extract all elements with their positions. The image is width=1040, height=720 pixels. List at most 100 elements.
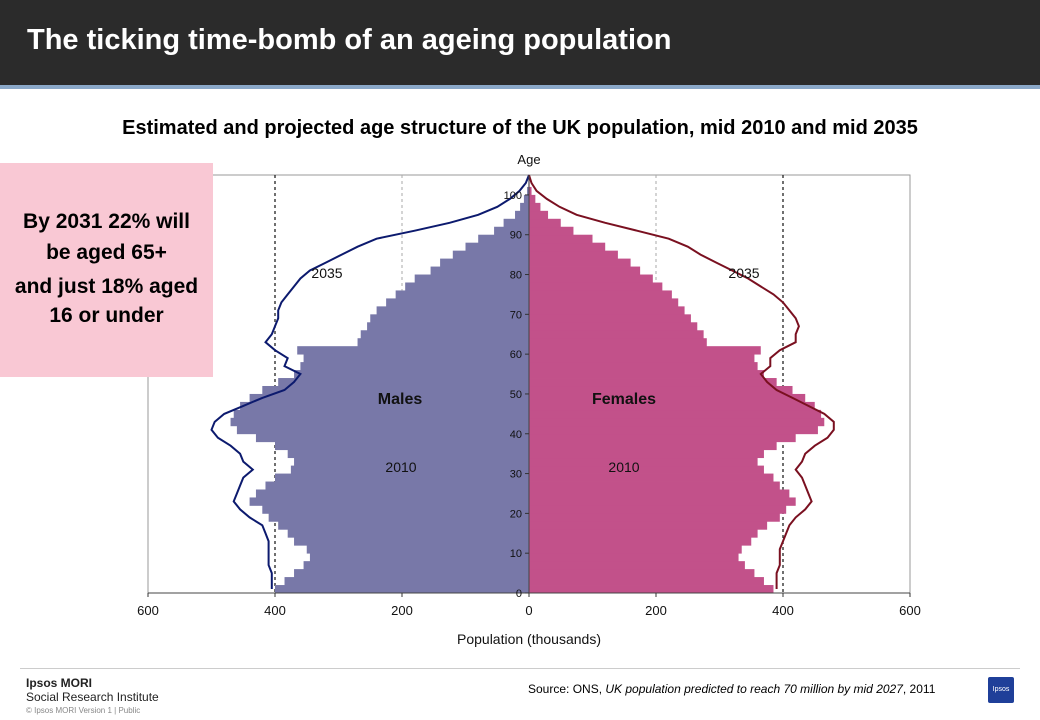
female-2010-bar [529, 393, 806, 403]
y-tick-label: 20 [510, 508, 522, 520]
female-2010-bar [529, 346, 761, 355]
source-suffix: , 2011 [902, 682, 936, 696]
y-axis-label: Age [517, 152, 540, 167]
female-2010-bar [529, 362, 758, 371]
female-2010-bar [529, 577, 764, 586]
female-2010-bar [529, 489, 790, 498]
male-2010-bar [300, 362, 529, 371]
x-tick-label: 400 [772, 603, 794, 618]
male-2010-bar [275, 473, 529, 482]
chart-title: Estimated and projected age structure of… [122, 117, 918, 139]
y-tick-label: 50 [510, 389, 522, 401]
male-2010-bar [294, 370, 529, 379]
male-2010-bar [357, 338, 529, 347]
male-2010-bar [275, 585, 529, 594]
brand-subtitle: Social Research Institute [26, 690, 159, 704]
female-2010-bar [529, 409, 822, 419]
male-2010-bar [503, 218, 529, 228]
male-2010-bar [294, 569, 529, 578]
male-2010-bar [268, 513, 529, 522]
y-tick-label: 60 [510, 349, 522, 361]
male-2010-bar [290, 465, 529, 474]
female-2010-bar [529, 529, 758, 538]
brand-name: Ipsos MORI [26, 676, 93, 690]
male-2010-bar [255, 433, 529, 443]
female-2010-bar [529, 218, 561, 228]
x-axis-label: Population (thousands) [457, 631, 601, 647]
male-2010-bar [262, 505, 529, 514]
female-2010-bar [529, 250, 618, 259]
female-2010-bar [529, 194, 536, 204]
female-2010-bar [529, 537, 752, 546]
male-2010-bar [478, 234, 529, 244]
year-2035-right-label: 2035 [728, 265, 759, 281]
male-2010-bar [395, 290, 529, 299]
female-2010-bar [529, 561, 745, 570]
y-tick-label: 30 [510, 469, 522, 481]
y-tick-label: 40 [510, 429, 522, 441]
version-text: © Ipsos MORI Version 1 | Public [26, 706, 141, 715]
female-2010-bar [529, 545, 742, 554]
ipsos-logo: Ipsos [988, 677, 1014, 703]
male-2010-bar [233, 409, 529, 419]
female-2010-bar [529, 553, 739, 562]
female-2010-bar [529, 569, 755, 578]
y-tick-label: 80 [510, 270, 522, 282]
callout-line-1: By 2031 22% will [23, 210, 190, 233]
male-2010-bar [520, 202, 529, 212]
female-2010-bar [529, 322, 698, 331]
female-2010-bar [529, 585, 774, 594]
male-2010-bar [294, 537, 529, 546]
male-2010-bar [240, 401, 529, 411]
y-tick-label: 90 [510, 230, 522, 242]
male-2010-bar [230, 417, 530, 427]
callout-line-2: be aged 65+ [46, 241, 167, 264]
callout-box: By 2031 22% will be aged 65+ and just 18… [0, 163, 213, 377]
year-2035-left-label: 2035 [311, 265, 342, 281]
female-2010-bar [529, 258, 631, 267]
female-2010-bar [529, 202, 541, 212]
female-2010-bar [529, 338, 707, 347]
x-tick-label: 0 [525, 603, 532, 618]
page-title: The ticking time-bomb of an ageing popul… [27, 24, 672, 56]
male-2035-line [210, 174, 530, 589]
y-tick-label: 10 [510, 548, 522, 560]
source-note: Source: ONS, UK population predicted to … [528, 682, 935, 696]
female-2010-bar [529, 505, 787, 514]
female-2010-bar [529, 425, 818, 435]
x-tick-label: 600 [137, 603, 159, 618]
female-2010-bar [529, 314, 691, 323]
male-2010-bar [414, 274, 529, 283]
female-2010-bar [529, 481, 780, 490]
male-2010-bar [376, 306, 529, 315]
female-2010-bar [529, 385, 793, 395]
male-2010-bar [255, 489, 529, 498]
male-2010-bar [367, 322, 529, 331]
female-2010-bar [529, 378, 777, 387]
male-2010-bar [275, 441, 529, 451]
female-2010-bar [529, 513, 780, 522]
female-2010-bar [529, 465, 764, 474]
year-2010-left-label: 2010 [385, 459, 416, 475]
female-2035-line [528, 174, 835, 589]
y-tick-label: 0 [516, 588, 522, 600]
female-2010-bar [529, 473, 774, 482]
female-2010-bar [529, 330, 704, 339]
male-2010-bar [306, 545, 529, 554]
female-2010-bar [529, 290, 672, 299]
footer-divider [20, 668, 1020, 669]
female-2010-bar [529, 401, 815, 411]
male-2010-bar [287, 529, 529, 538]
female-2010-bar [529, 186, 532, 196]
male-2010-bar [303, 561, 529, 570]
source-title: UK population predicted to reach 70 mill… [605, 682, 903, 696]
source-prefix: Source: ONS, [528, 682, 606, 696]
male-2010-bar [236, 425, 529, 435]
male-2010-bar [278, 378, 529, 387]
female-2010-bar [529, 298, 679, 307]
female-2010-bar [529, 449, 764, 459]
male-2010-bar [297, 346, 529, 355]
female-2010-bar [529, 226, 574, 236]
males-label: Males [378, 391, 423, 408]
callout-line-4: 16 or under [49, 304, 164, 327]
